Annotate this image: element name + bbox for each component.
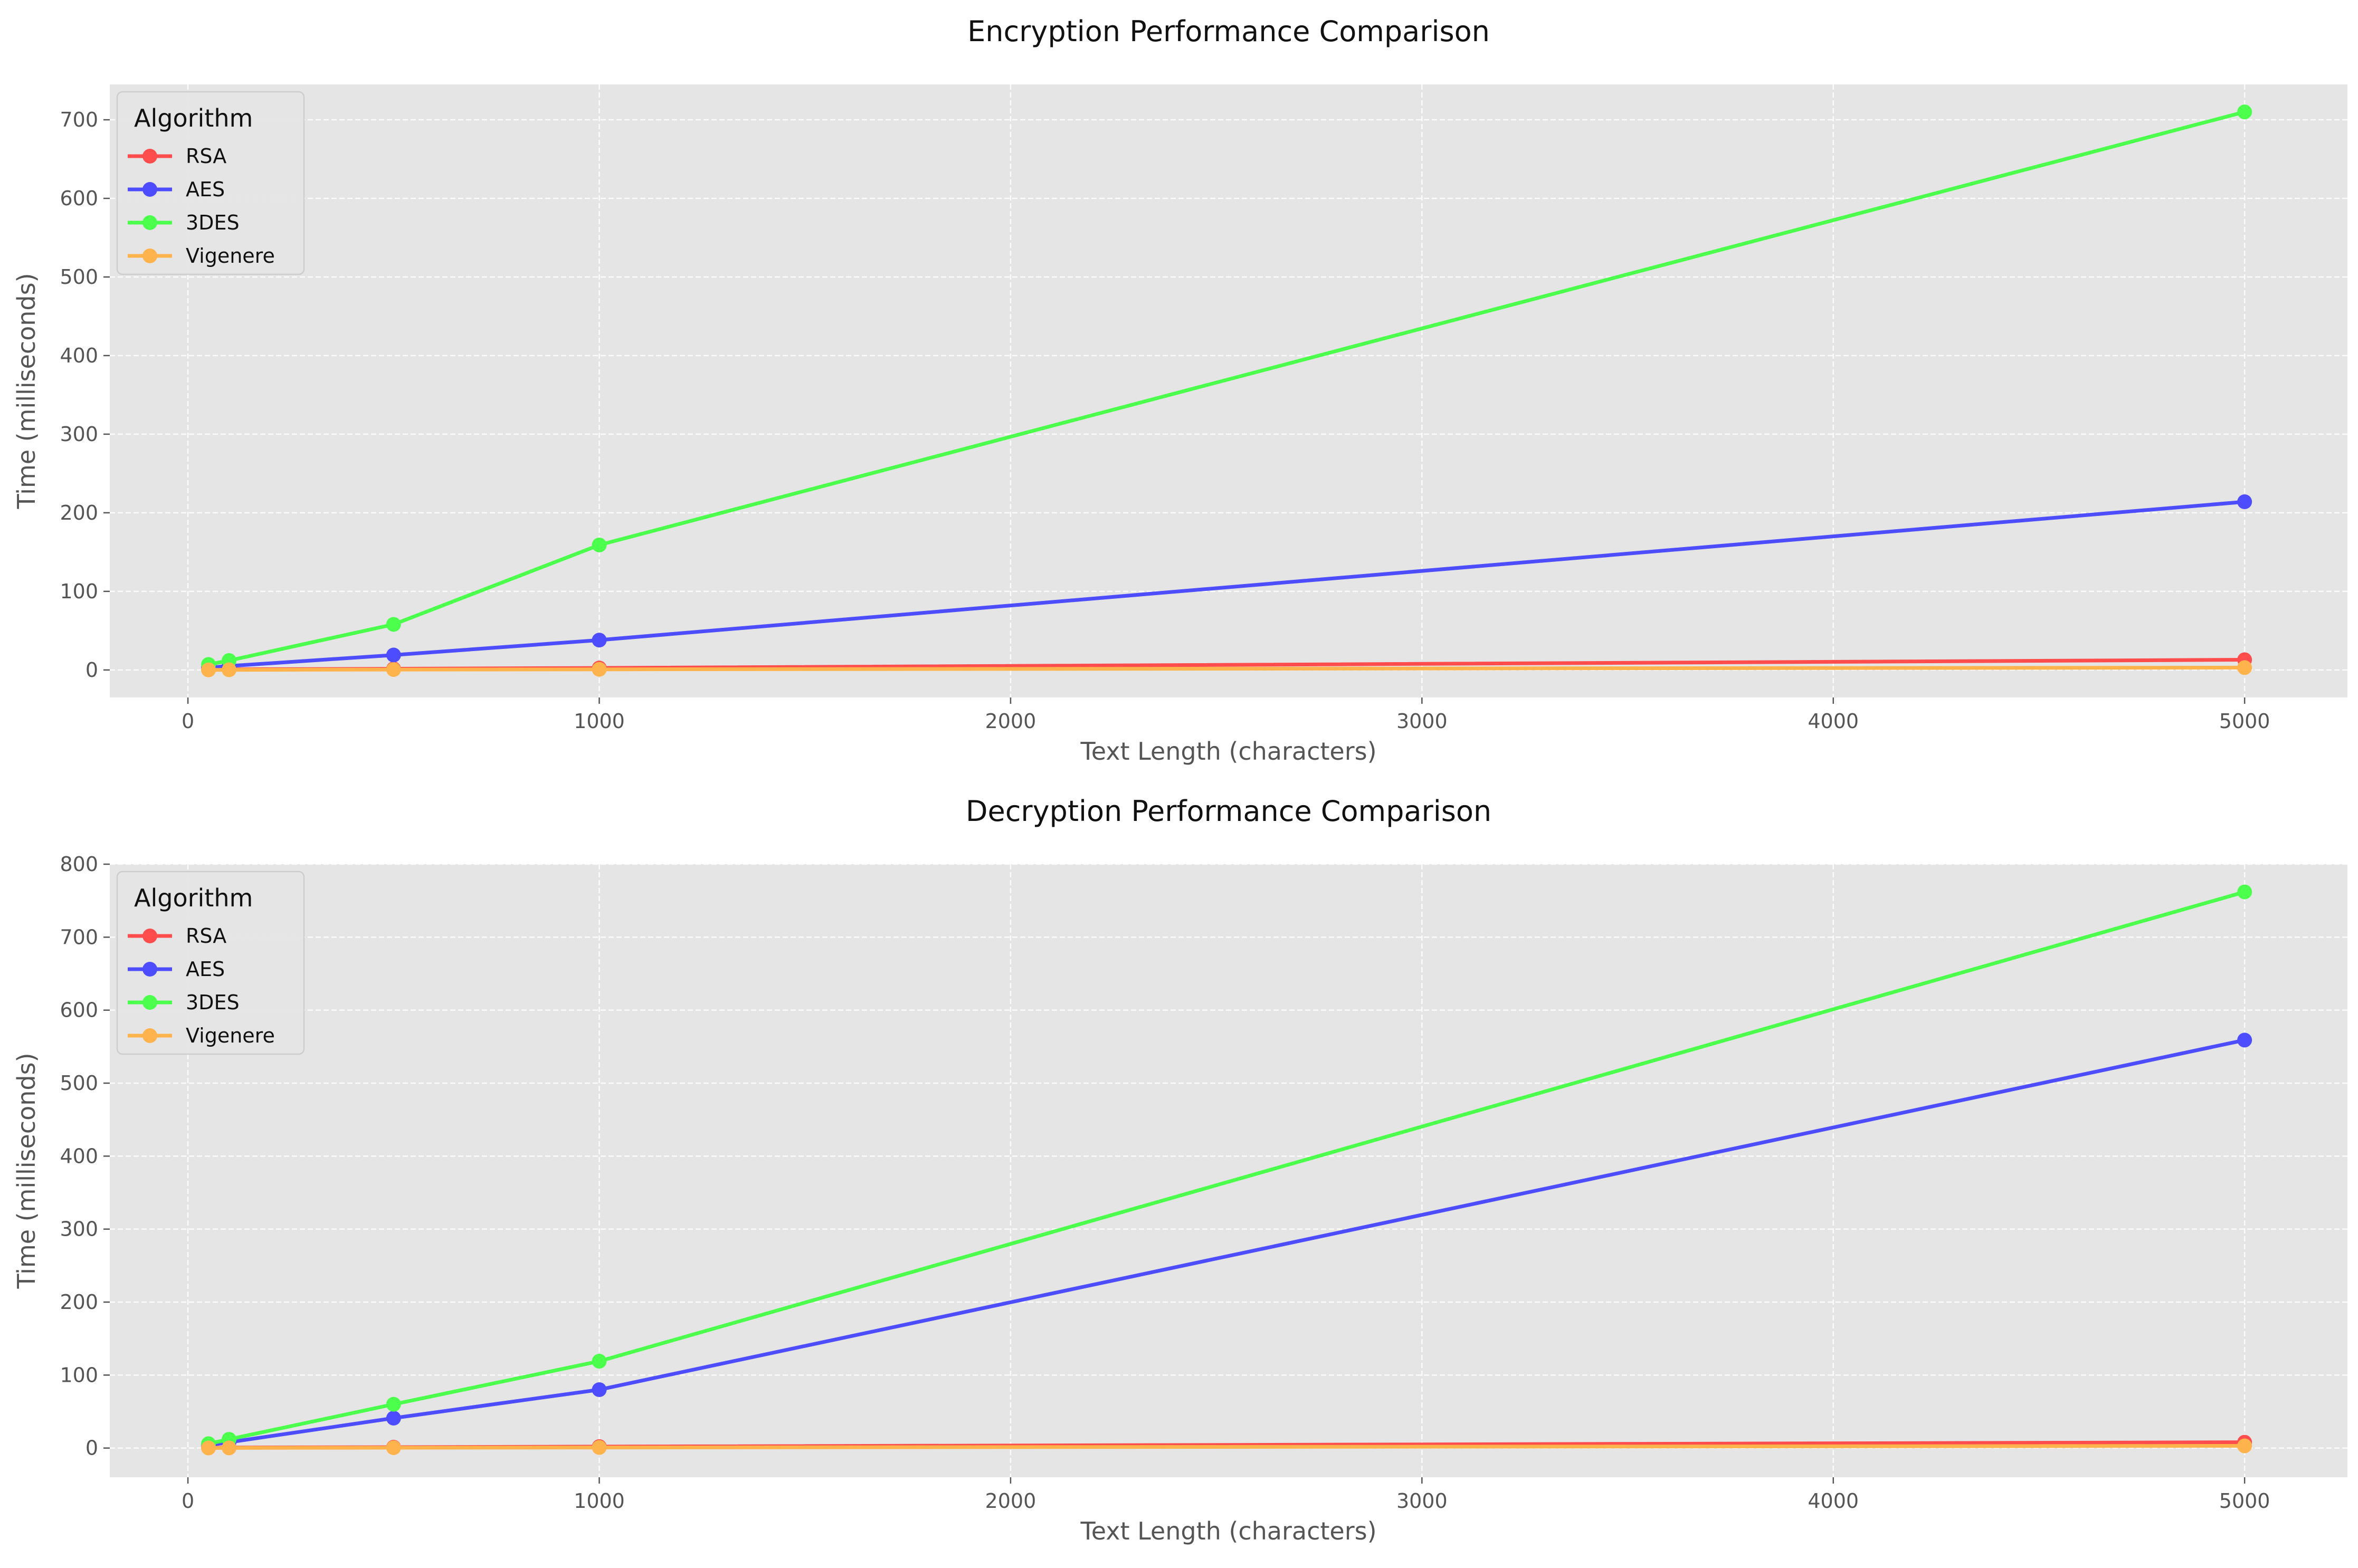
- chart-2-series-3des-point: [592, 1354, 607, 1369]
- chart-1-series-vigenere-line: [206, 665, 2247, 672]
- chart-1-series-3des-point: [386, 617, 401, 632]
- chart-2-legend-rsa-label: RSA: [186, 924, 226, 948]
- chart-1-x-tick-label: 0: [182, 710, 194, 733]
- chart-2-x-tick-label: 1000: [574, 1489, 625, 1513]
- chart-1-legend-vigenere-label: Vigenere: [186, 244, 275, 267]
- chart-2-series-vigenere-point: [2237, 1438, 2252, 1454]
- chart-2-title: Decryption Performance Comparison: [966, 795, 1491, 828]
- chart-2-series-vigenere-line: [206, 1444, 2247, 1450]
- chart-2: 0 1000 2000 3000 4000 5000 0 100 200 300 400 500 600…: [12, 795, 2347, 1545]
- chart-2-y-axis-label: Time (milliseconds): [12, 1053, 41, 1289]
- chart-1-legend-box: [116, 91, 305, 275]
- chart-2-series-aes-point: [2237, 1032, 2252, 1048]
- chart-2-x-tick-label: 0: [182, 1489, 194, 1513]
- chart-1-x-axis-label: Text Length (characters): [1080, 737, 1376, 766]
- chart-1-series-vigenere-point: [2237, 660, 2252, 675]
- chart-2-series-vigenere-point: [592, 1440, 607, 1455]
- chart-1-series-vigenere-point: [592, 662, 607, 677]
- chart-2-series-vigenere-point: [386, 1440, 401, 1455]
- chart-2-legend-vigenere-marker: [142, 1028, 157, 1043]
- chart-2-legend-box: [116, 871, 305, 1055]
- chart-2-x-axis-label: Text Length (characters): [1080, 1517, 1376, 1545]
- chart-1-legend: Algorithm RSA AES 3DES Vigenere: [116, 91, 305, 275]
- chart-1-y-axis-label: Time (milliseconds): [12, 273, 41, 509]
- chart-1-series-vigenere-point: [222, 662, 237, 677]
- chart-1-series-3des-point: [2237, 104, 2252, 120]
- chart-2-legend-rsa-marker: [142, 929, 157, 943]
- chart-2-x-tick-label: 2000: [985, 1489, 1037, 1513]
- chart-1-series-aes-point: [592, 633, 607, 648]
- chart-2-y-tick-label: 700: [60, 925, 98, 949]
- chart-1-y-tick-label: 100: [60, 580, 98, 603]
- chart-1-plot-area: [110, 84, 2347, 697]
- chart-2-series-aes-point: [592, 1382, 607, 1397]
- chart-2-y-tick-label: 600: [60, 999, 98, 1022]
- chart-2-legend-3des-label: 3DES: [186, 991, 240, 1014]
- chart-1-x-tick-label: 4000: [1808, 710, 1859, 733]
- chart-1-legend-title: Algorithm: [134, 104, 253, 132]
- chart-1-legend-3des-marker: [142, 215, 157, 230]
- chart-2-y-tick-label: 0: [85, 1437, 98, 1460]
- chart-2-x-tick-label: 3000: [1396, 1489, 1448, 1513]
- chart-1-x-tick-label: 3000: [1396, 710, 1448, 733]
- chart-1-y-tick-label: 200: [60, 501, 98, 524]
- chart-2-x-tick-label: 4000: [1808, 1489, 1859, 1513]
- chart-2-series-3des-point: [386, 1397, 401, 1412]
- chart-1-legend-vigenere-marker: [142, 248, 157, 263]
- chart-1-y-tick-label: 500: [60, 265, 98, 289]
- chart-2-y-tick-label: 500: [60, 1072, 98, 1095]
- chart-1-title: Encryption Performance Comparison: [967, 15, 1490, 48]
- chart-1-x-tick-label: 2000: [985, 710, 1037, 733]
- chart-2-y-tick-label: 100: [60, 1363, 98, 1387]
- chart-2-legend-aes-label: AES: [186, 958, 225, 981]
- chart-1-legend-rsa-label: RSA: [186, 145, 226, 168]
- chart-2-plot-area: [110, 864, 2347, 1477]
- chart-1-y-tick-label: 0: [85, 658, 98, 682]
- chart-1-legend-aes-label: AES: [186, 178, 225, 201]
- chart-1-x-tick-label: 5000: [2219, 710, 2270, 733]
- chart-1-legend-aes-marker: [142, 182, 157, 197]
- chart-2-legend-aes-marker: [142, 962, 157, 977]
- chart-1-series-vigenere-point: [201, 662, 216, 677]
- chart-2-y-tick-label: 400: [60, 1144, 98, 1168]
- chart-1-y-tick-label: 600: [60, 187, 98, 210]
- chart-2-legend-title: Algorithm: [134, 884, 253, 912]
- chart-2-y-tick-label: 200: [60, 1290, 98, 1314]
- chart-1-legend-rsa-marker: [142, 149, 157, 164]
- chart-2-legend-3des-marker: [142, 995, 157, 1010]
- chart-2-series-aes-point: [386, 1410, 401, 1426]
- chart-2-legend: Algorithm RSA AES 3DES Vigenere: [116, 871, 305, 1055]
- chart-1-series-aes-point: [2237, 494, 2252, 510]
- chart-2-series-vigenere-point: [201, 1440, 216, 1456]
- chart-1: 0 1000 2000 3000 4000 5000 0 100 200 300 400 500 600…: [12, 15, 2347, 766]
- chart-1-x-tick-label: 1000: [574, 710, 625, 733]
- chart-1-series-vigenere-point: [386, 662, 401, 677]
- chart-2-y-tick-label: 800: [60, 853, 98, 876]
- chart-1-y-tick-label: 300: [60, 423, 98, 446]
- chart-2-legend-vigenere-label: Vigenere: [186, 1024, 275, 1047]
- chart-1-y-tick-label: 400: [60, 344, 98, 367]
- chart-2-series-3des-point: [2237, 884, 2252, 900]
- chart-2-x-tick-label: 5000: [2219, 1489, 2270, 1513]
- chart-2-y-tick-label: 300: [60, 1218, 98, 1241]
- chart-2-series-vigenere-point: [222, 1440, 237, 1456]
- chart-1-series-3des-point: [592, 537, 607, 552]
- chart-1-legend-3des-label: 3DES: [186, 211, 240, 234]
- chart-1-y-tick-label: 700: [60, 108, 98, 131]
- chart-1-series-aes-point: [386, 647, 401, 663]
